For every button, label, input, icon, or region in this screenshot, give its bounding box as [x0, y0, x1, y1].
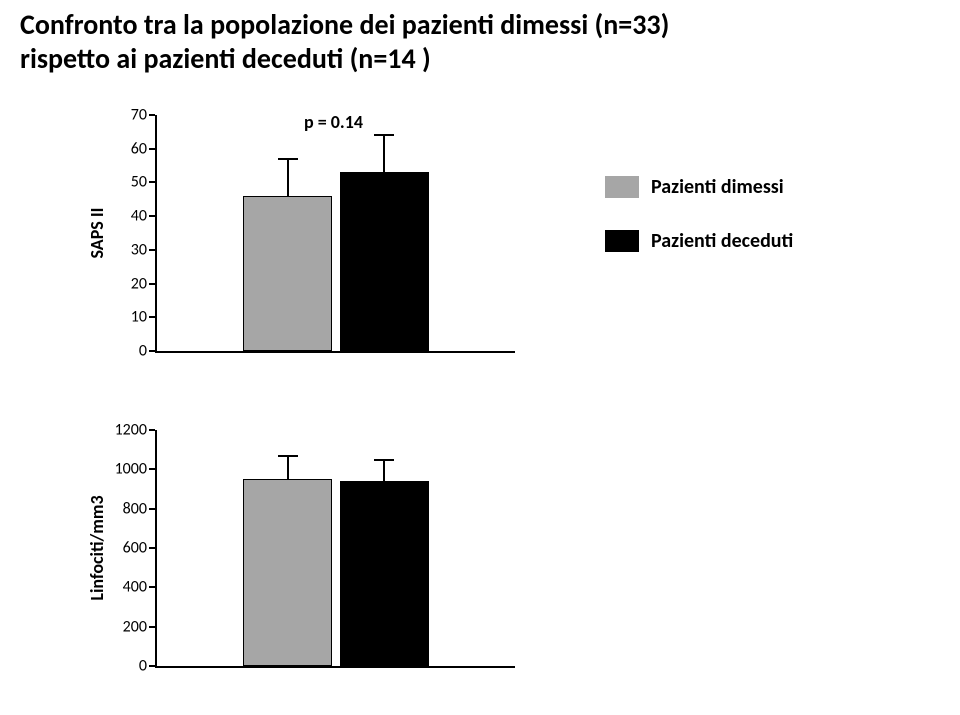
chart-saps-plot: SAPS II 010203040506070 — [155, 115, 515, 353]
bar — [243, 479, 333, 666]
error-bar — [287, 456, 289, 480]
error-cap — [374, 459, 394, 461]
ytick — [149, 283, 155, 285]
legend-item-deceduti: Pazienti deceduti — [605, 229, 793, 253]
ytick-label: 600 — [123, 539, 147, 558]
legend-item-dimessi: Pazienti dimessi — [605, 175, 793, 199]
ytick-label: 20 — [131, 274, 147, 293]
chart-saps-ylabel: SAPS II — [86, 208, 108, 259]
ytick — [149, 350, 155, 352]
legend: Pazienti dimessi Pazienti deceduti — [605, 175, 793, 283]
ytick — [149, 626, 155, 628]
ytick-label: 30 — [131, 240, 147, 259]
ytick — [149, 249, 155, 251]
ytick-label: 50 — [131, 173, 147, 192]
legend-swatch-deceduti — [605, 230, 639, 252]
error-bar — [383, 135, 385, 172]
ytick — [149, 114, 155, 116]
bar — [243, 196, 333, 351]
ytick-label: 400 — [123, 578, 147, 597]
error-cap — [278, 158, 298, 160]
chart-linfociti: Linfociti/mm3 020040060080010001200 — [85, 430, 515, 690]
ytick — [149, 665, 155, 667]
legend-swatch-dimessi — [605, 176, 639, 198]
ytick-label: 200 — [123, 617, 147, 636]
ytick — [149, 468, 155, 470]
legend-label-dimessi: Pazienti dimessi — [651, 175, 784, 199]
ytick-label: 70 — [131, 106, 147, 125]
ytick — [149, 547, 155, 549]
error-cap — [278, 455, 298, 457]
ytick-label: 60 — [131, 139, 147, 158]
ytick-label: 10 — [131, 308, 147, 327]
ytick-label: 0 — [139, 657, 147, 676]
error-bar — [383, 460, 385, 482]
bar — [340, 172, 430, 351]
ytick — [149, 508, 155, 510]
bar — [340, 481, 430, 666]
ytick — [149, 316, 155, 318]
chart-linfociti-ylabel: Linfociti/mm3 — [86, 495, 108, 600]
ytick — [149, 148, 155, 150]
legend-label-deceduti: Pazienti deceduti — [651, 229, 793, 253]
ytick-label: 40 — [131, 207, 147, 226]
chart-saps: SAPS II 010203040506070 p = 0.14 — [85, 115, 515, 375]
error-bar — [287, 159, 289, 196]
ytick — [149, 181, 155, 183]
ytick — [149, 215, 155, 217]
ytick-label: 0 — [139, 342, 147, 361]
ytick-label: 800 — [123, 499, 147, 518]
ytick — [149, 586, 155, 588]
page-title: Confronto tra la popolazione dei pazient… — [20, 8, 960, 75]
chart-linfociti-plot: Linfociti/mm3 020040060080010001200 — [155, 430, 515, 668]
ytick-label: 1000 — [115, 460, 147, 479]
error-cap — [374, 134, 394, 136]
ytick-label: 1200 — [115, 421, 147, 440]
chart-saps-pvalue: p = 0.14 — [304, 111, 363, 133]
ytick — [149, 429, 155, 431]
